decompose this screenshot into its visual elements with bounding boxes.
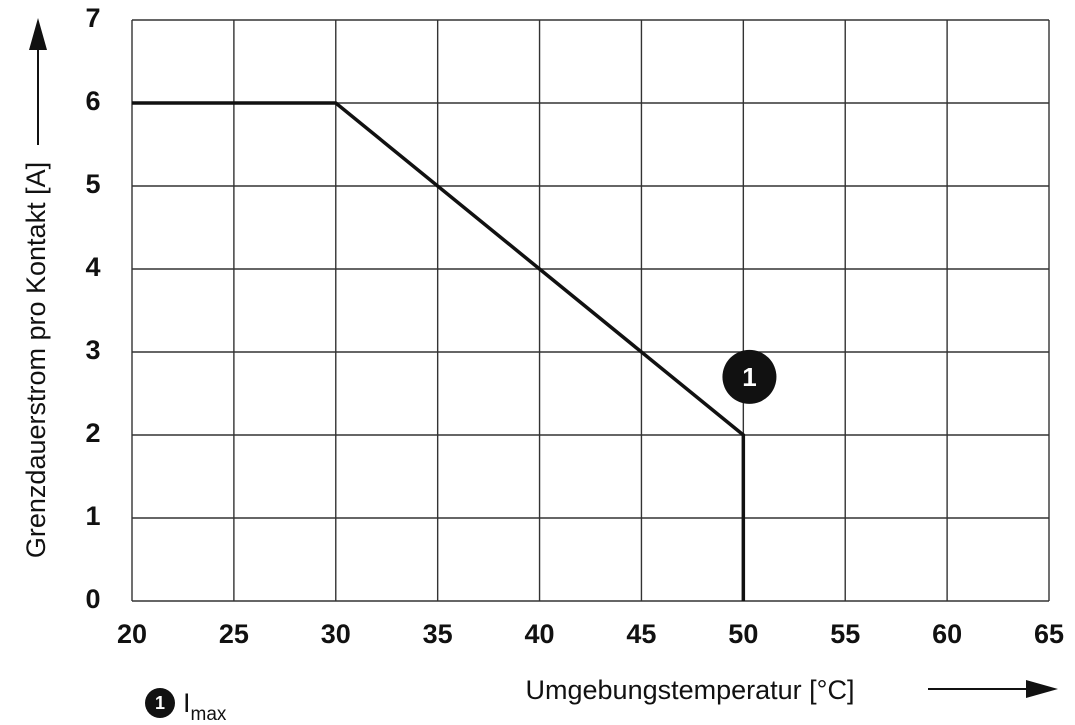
- x-tick-label: 25: [219, 619, 249, 649]
- x-tick-label: 60: [932, 619, 962, 649]
- y-tick-label: 1: [85, 501, 100, 531]
- legend-text-subscript: max: [191, 704, 227, 725]
- y-tick-label: 2: [85, 418, 100, 448]
- annotation-label: 1: [742, 362, 756, 392]
- x-tick-label: 50: [728, 619, 758, 649]
- y-tick-label: 6: [85, 86, 100, 116]
- annotation-marker: 1: [722, 349, 777, 404]
- x-tick-label: 65: [1034, 619, 1064, 649]
- y-tick-label: 5: [85, 169, 100, 199]
- legend: 1 Imax: [145, 688, 227, 725]
- y-axis-label: Grenzdauerstrom pro Kontakt [A]: [21, 162, 51, 558]
- legend-marker-circle: [145, 688, 175, 718]
- y-tick-label: 7: [85, 3, 100, 33]
- series-line: [132, 101, 746, 601]
- y-axis-label-group: Grenzdauerstrom pro Kontakt [A]: [21, 162, 51, 558]
- x-tick-label: 35: [423, 619, 453, 649]
- x-tick-label: 30: [321, 619, 351, 649]
- series-layer: [131, 101, 746, 602]
- annotation-circle: [722, 349, 777, 404]
- legend-text: Imax: [183, 688, 227, 725]
- x-axis-label: Umgebungstemperatur [°C]: [526, 675, 855, 705]
- y-tick-label: 3: [85, 335, 100, 365]
- legend-marker-label: 1: [155, 693, 165, 713]
- y-axis-arrow-head: [29, 18, 47, 50]
- x-tick-label: 45: [626, 619, 656, 649]
- x-axis-arrow-head: [1026, 680, 1058, 698]
- x-tick-label: 55: [830, 619, 860, 649]
- legend-text-main: I: [183, 688, 191, 718]
- y-tick-label: 4: [85, 252, 100, 282]
- x-tick-label: 20: [117, 619, 147, 649]
- grid: [131, 19, 1050, 602]
- y-tick-label: 0: [85, 584, 100, 614]
- x-tick-label: 40: [525, 619, 555, 649]
